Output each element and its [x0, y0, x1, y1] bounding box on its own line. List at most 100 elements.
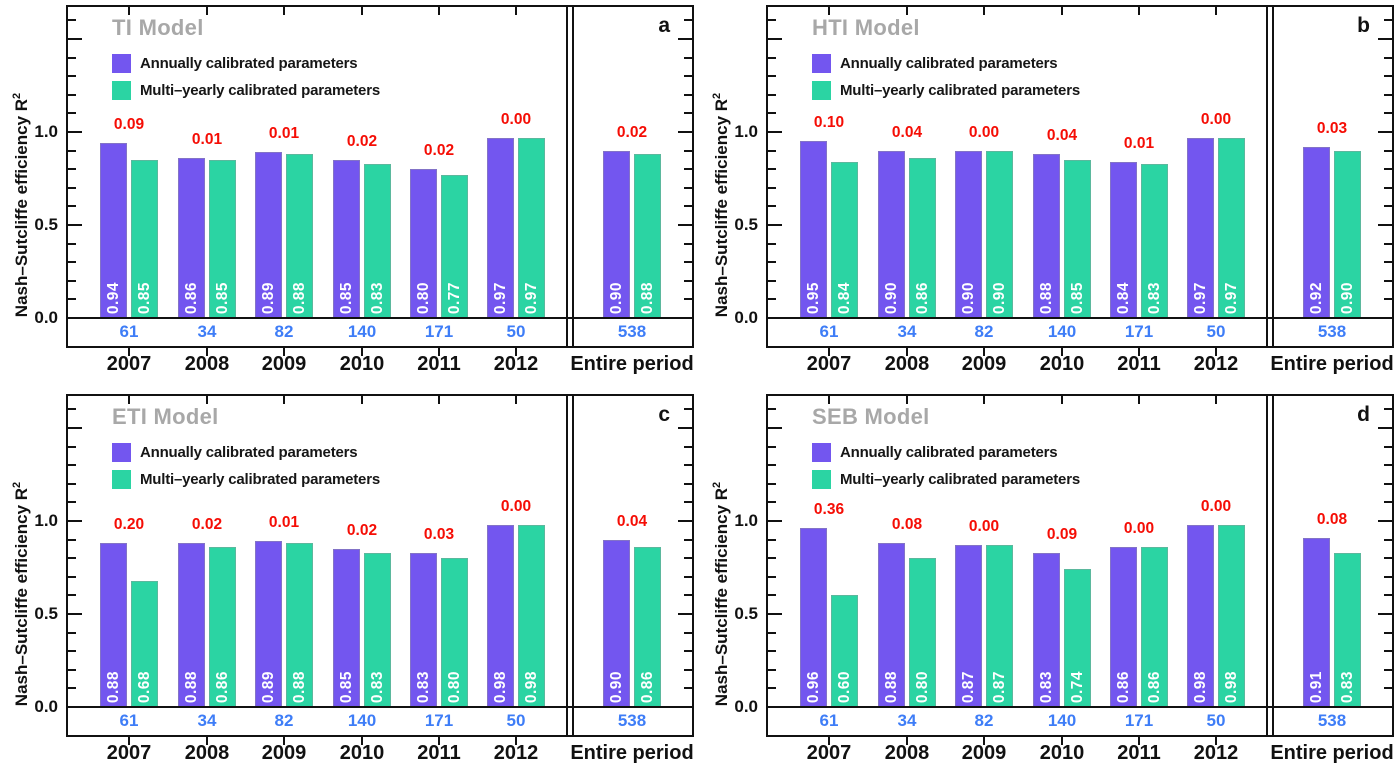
diff-label: 0.09 [113, 116, 145, 134]
bar-multi: 0.98 [1218, 525, 1245, 707]
legend-swatch-multi [112, 81, 131, 100]
x-tick [828, 348, 830, 356]
legend-row: Annually calibrated parameters [112, 443, 358, 462]
bar-multi: 0.86 [209, 547, 236, 707]
bar-multi: 0.98 [518, 525, 545, 707]
y-tick-label: 1.0 [734, 122, 758, 141]
year-label: 2011 [1117, 742, 1161, 764]
year-label: 2012 [1193, 353, 1239, 375]
bar-multi: 0.86 [1141, 547, 1168, 707]
y-tick [768, 280, 776, 282]
y-tick-label: 0.0 [34, 697, 58, 716]
y-tick [1378, 613, 1392, 615]
y-tick [68, 632, 76, 634]
y-tick [678, 224, 692, 226]
diff-label: 0.00 [1200, 497, 1232, 515]
legend-swatch-annual [812, 54, 831, 73]
bar-annual: 0.90 [603, 540, 630, 707]
bar-multi: 0.84 [831, 162, 858, 318]
legend-row: Multi–yearly calibrated parameters [112, 81, 380, 100]
count-label: 140 [1047, 711, 1077, 730]
bar-annual: 0.96 [800, 528, 827, 707]
bar-annual: 0.90 [955, 151, 982, 318]
y-tick [1384, 150, 1392, 152]
diff-label: 0.00 [968, 123, 1000, 141]
year-label: 2010 [339, 353, 385, 375]
x-tick [361, 348, 363, 356]
bar-multi: 0.88 [286, 154, 313, 318]
diff-label: 0.04 [1046, 127, 1078, 145]
bar-multi: 0.88 [286, 543, 313, 707]
entire-period-label: Entire period [1270, 353, 1394, 375]
x-tick [906, 6, 908, 15]
y-tick [68, 650, 76, 652]
y-tick [768, 632, 776, 634]
diff-label: 0.00 [1123, 520, 1155, 538]
diff-label: 0.08 [1316, 510, 1348, 528]
y-tick [68, 464, 76, 466]
x-tick [906, 348, 908, 356]
diff-label: 0.02 [616, 123, 648, 141]
y-tick [768, 94, 776, 96]
y-tick [1384, 187, 1392, 189]
y-tick [1384, 261, 1392, 263]
x-tick [515, 737, 517, 745]
y-tick [68, 224, 82, 226]
panel-letter: c [658, 403, 670, 426]
x-tick [515, 395, 517, 404]
y-tick [1384, 446, 1392, 448]
bar-annual: 0.94 [100, 143, 127, 318]
legend-row: Multi–yearly calibrated parameters [812, 81, 1080, 100]
legend-swatch-multi [812, 470, 831, 489]
year-label: 2010 [339, 742, 385, 764]
y-tick [68, 501, 76, 503]
y-tick [684, 168, 692, 170]
y-tick [1384, 650, 1392, 652]
diff-label: 0.04 [616, 512, 648, 530]
count-label: 538 [617, 711, 647, 730]
y-tick [768, 112, 776, 114]
panel-a: Nash–Sutcliffe efficiency R2 0.94 0.85 0.09… [0, 0, 700, 389]
y-tick [768, 261, 776, 263]
diff-label: 0.01 [268, 514, 300, 532]
y-tick [1384, 464, 1392, 466]
bar-multi: 0.60 [831, 595, 858, 707]
x-tick [983, 395, 985, 404]
x-tick [983, 737, 985, 745]
y-tick [768, 464, 776, 466]
y-tick [1384, 94, 1392, 96]
y-tick [768, 706, 782, 708]
bar-annual: 0.80 [410, 169, 437, 318]
y-tick [768, 483, 776, 485]
y-tick [768, 539, 776, 541]
y-tick [768, 427, 782, 429]
y-tick [68, 38, 82, 40]
legend-label: Annually calibrated parameters [140, 55, 358, 72]
count-label: 538 [1317, 322, 1347, 341]
year-label: 2008 [184, 353, 230, 375]
panel-separator-line [1272, 395, 1274, 736]
y-tick [68, 317, 82, 319]
panel-d: Nash–Sutcliffe efficiency R2 0.96 0.60 0.36… [700, 389, 1400, 778]
count-label: 61 [119, 322, 139, 341]
count-label: 50 [506, 322, 526, 341]
legend-row: Multi–yearly calibrated parameters [112, 470, 380, 489]
y-tick [768, 613, 782, 615]
y-axis-label-superscript: 2 [711, 481, 723, 488]
y-tick-label: 0.5 [34, 604, 58, 623]
y-tick [68, 205, 76, 207]
y-tick [1384, 112, 1392, 114]
y-tick [68, 112, 76, 114]
year-label: 2007 [106, 742, 152, 764]
y-tick [1384, 539, 1392, 541]
bar-multi: 0.77 [441, 175, 468, 318]
x-tick [1215, 737, 1217, 745]
legend-label: Annually calibrated parameters [840, 55, 1058, 72]
y-tick [684, 650, 692, 652]
y-tick [768, 687, 776, 689]
x-tick [206, 348, 208, 356]
y-tick [68, 298, 76, 300]
panel-title: SEB Model [812, 404, 930, 429]
y-tick [68, 669, 76, 671]
count-label: 61 [819, 322, 839, 341]
